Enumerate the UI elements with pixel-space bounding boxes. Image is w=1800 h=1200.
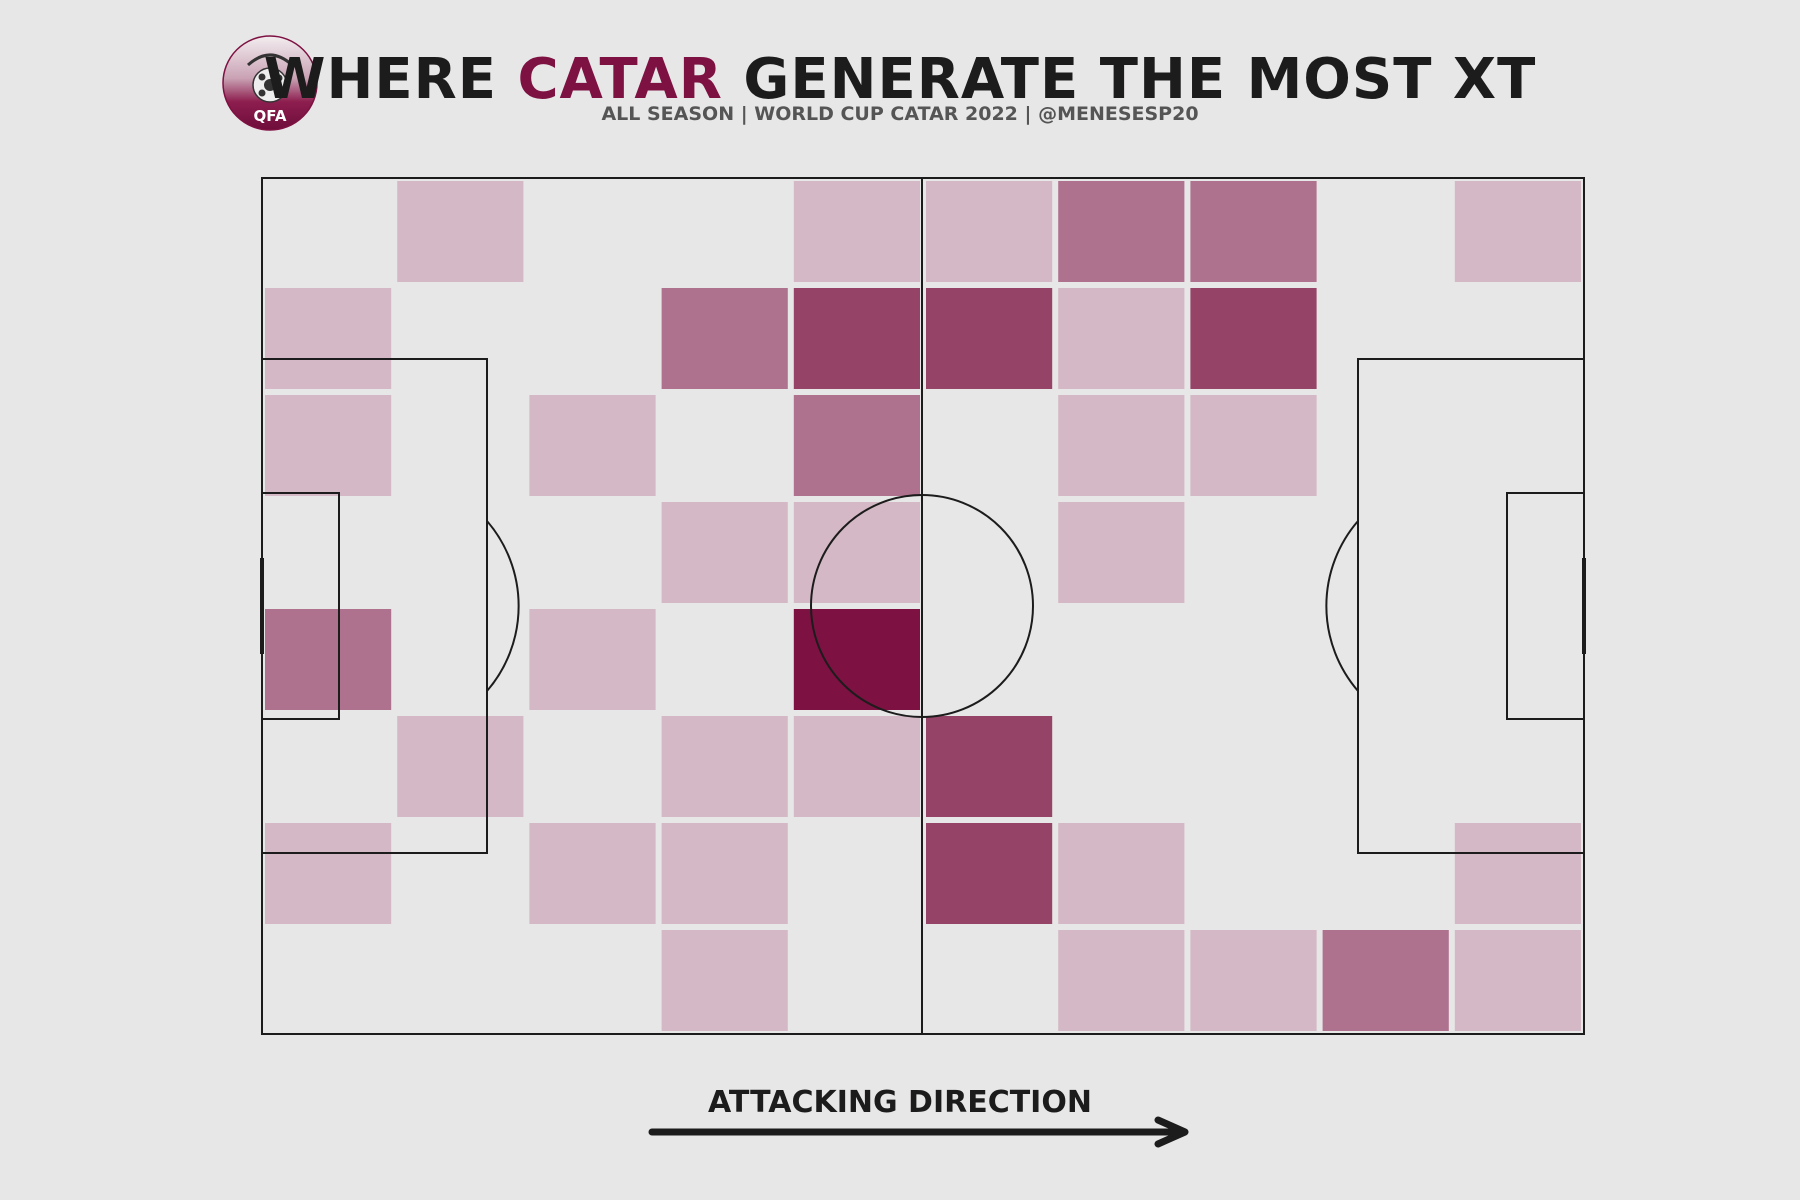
heatmap-cell bbox=[793, 502, 920, 603]
heatmap-cell bbox=[793, 181, 920, 282]
attacking-direction-arrow-icon bbox=[648, 1116, 1189, 1148]
heatmap-cell bbox=[926, 823, 1053, 924]
heatmap-cell bbox=[793, 395, 920, 496]
heatmap-cell bbox=[397, 716, 524, 817]
heatmap-cell bbox=[1058, 395, 1185, 496]
heatmap-cell bbox=[1058, 181, 1185, 282]
heatmap-cell bbox=[1190, 395, 1317, 496]
heatmap-cell bbox=[1058, 288, 1185, 389]
heatmap-cell bbox=[661, 288, 788, 389]
heatmap-cells bbox=[265, 181, 1581, 1031]
attacking-direction-label: ATTACKING DIRECTION bbox=[708, 1085, 1092, 1120]
heatmap-cell bbox=[265, 823, 392, 924]
heatmap-cell bbox=[529, 395, 656, 496]
center-circle bbox=[810, 494, 1034, 718]
heatmap-cell bbox=[661, 502, 788, 603]
heatmap-cell bbox=[661, 823, 788, 924]
heatmap-cell bbox=[926, 181, 1053, 282]
chart-subtitle: ALL SEASON | WORLD CUP CATAR 2022 | @MEN… bbox=[601, 103, 1199, 125]
heatmap-cell bbox=[793, 609, 920, 710]
left-penalty-arc bbox=[486, 520, 520, 692]
qfa-logo: QFA bbox=[222, 35, 318, 131]
heatmap-cell bbox=[1190, 288, 1317, 389]
heatmap-cell bbox=[1454, 823, 1581, 924]
heatmap-cell bbox=[1058, 502, 1185, 603]
heatmap-cell bbox=[529, 823, 656, 924]
heatmap-cell bbox=[265, 609, 392, 710]
heatmap-cell bbox=[661, 716, 788, 817]
title-suffix: GENERATE THE MOST XT bbox=[722, 47, 1537, 112]
heatmap-cell bbox=[397, 181, 524, 282]
heatmap-cell bbox=[1322, 930, 1449, 1031]
heatmap-cell bbox=[265, 288, 392, 389]
heatmap-cell bbox=[529, 609, 656, 710]
right-penalty-box bbox=[1357, 358, 1585, 854]
heatmap-cell bbox=[793, 288, 920, 389]
pitch-lines bbox=[260, 177, 1586, 1035]
heatmap-cell bbox=[926, 716, 1053, 817]
heatmap-cell bbox=[265, 395, 392, 496]
heatmap-cell bbox=[1190, 181, 1317, 282]
heatmap-cell bbox=[1454, 930, 1581, 1031]
right-penalty-arc bbox=[1325, 520, 1359, 692]
chart-title: WHERE CATAR GENERATE THE MOST XT bbox=[0, 46, 1800, 114]
heatmap-cell bbox=[1190, 930, 1317, 1031]
heatmap-cell bbox=[926, 288, 1053, 389]
heatmap-cell bbox=[1058, 930, 1185, 1031]
logo-text: QFA bbox=[254, 107, 287, 125]
title-highlight: CATAR bbox=[517, 47, 723, 112]
heatmap-cell bbox=[793, 716, 920, 817]
heatmap-cell bbox=[661, 930, 788, 1031]
heatmap-cell bbox=[1454, 181, 1581, 282]
right-six-yard-box bbox=[1506, 492, 1585, 720]
title-prefix: WHERE bbox=[263, 47, 518, 112]
heatmap-cell bbox=[1058, 823, 1185, 924]
